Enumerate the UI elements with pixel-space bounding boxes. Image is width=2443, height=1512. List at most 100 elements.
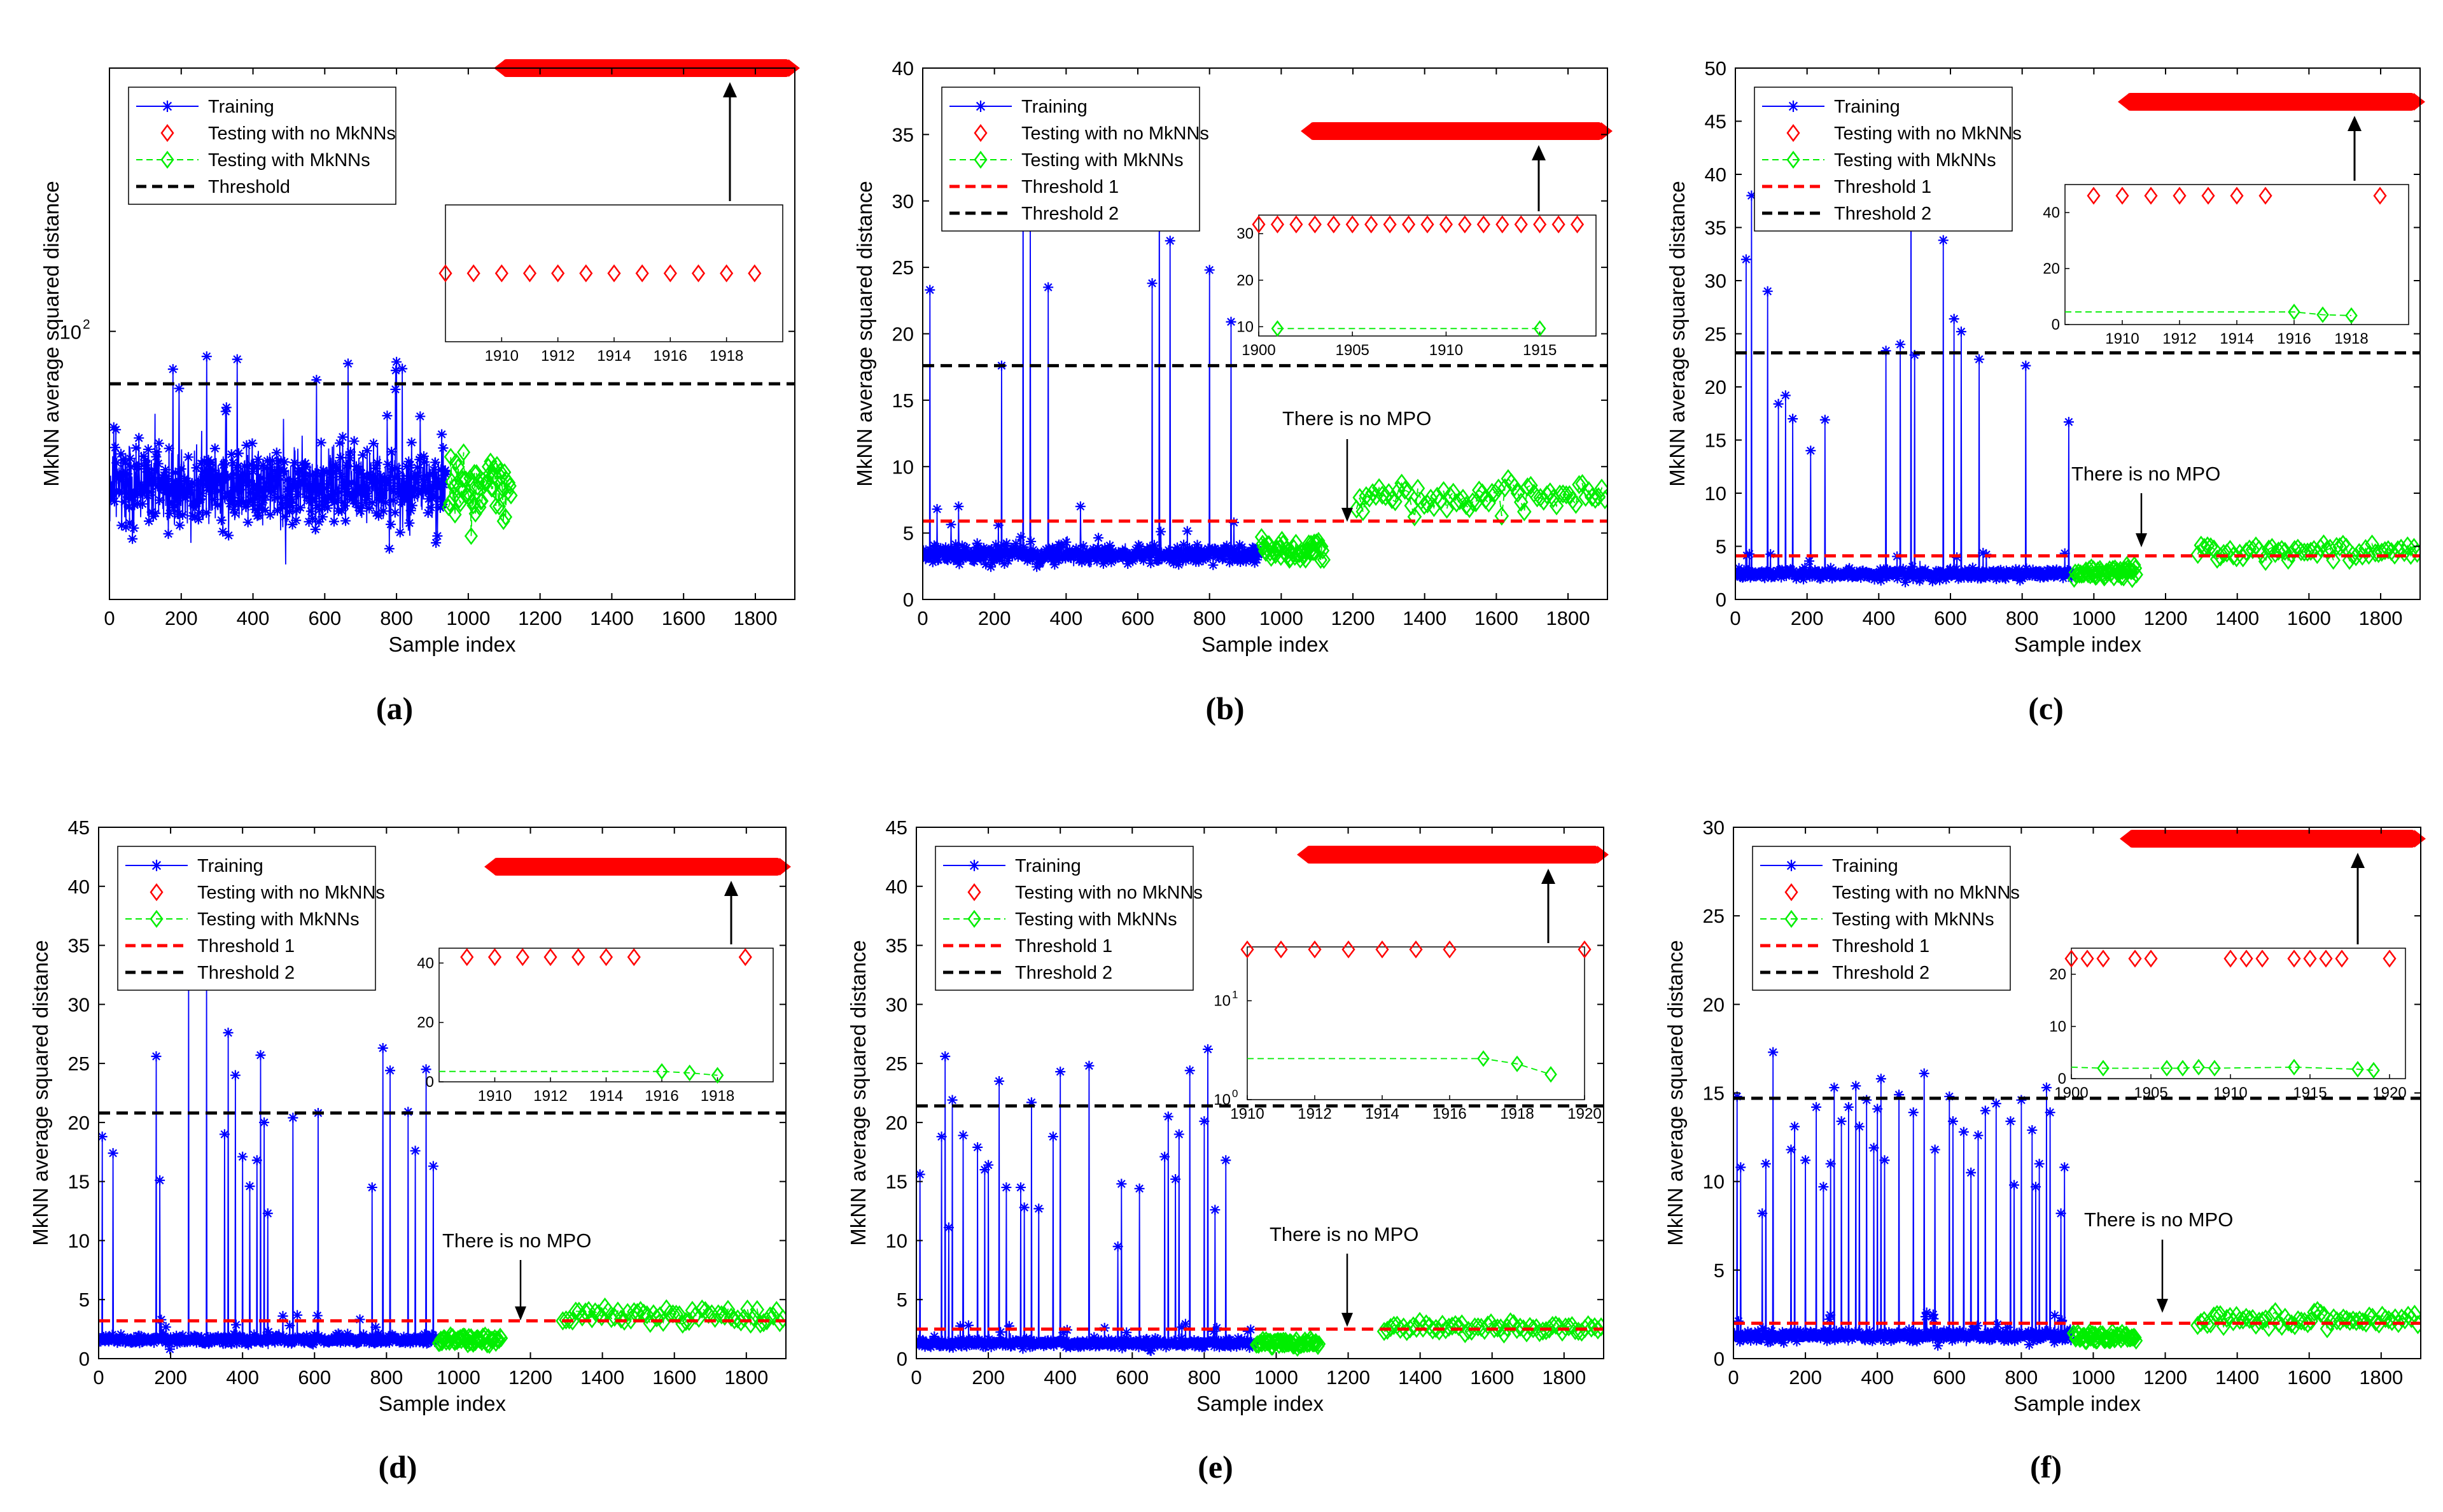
- training-point: [335, 452, 346, 463]
- testing-mknn-point: [1254, 528, 1268, 547]
- training-point: [153, 438, 164, 449]
- training-point: [388, 486, 399, 497]
- inset-red-point: [438, 264, 452, 283]
- inset-red-point: [2383, 949, 2397, 968]
- testing-no-mknn-band: [1310, 122, 1602, 140]
- training-point: [923, 552, 932, 563]
- inset-box: [2071, 948, 2406, 1079]
- x-axis-label: Sample index: [2013, 1392, 2141, 1415]
- training-point: [1928, 1333, 1938, 1344]
- testing-late-point: [620, 1303, 635, 1322]
- training-point: [331, 461, 342, 472]
- training-point: [265, 509, 276, 520]
- training-point: [436, 464, 447, 475]
- legend: Training Testing with no MkNNs Testing wit…: [1752, 846, 2020, 991]
- training-point: [434, 477, 445, 488]
- testing-late-point: [556, 1311, 570, 1331]
- training-point: [339, 500, 350, 511]
- training-point: [952, 545, 963, 556]
- training-point: [162, 101, 173, 112]
- training-point: [312, 480, 323, 491]
- testing-late-point: [1380, 1320, 1395, 1340]
- testing-late-point: [1543, 482, 1558, 502]
- panel-label: (d): [378, 1449, 417, 1485]
- training-point: [1856, 572, 1866, 583]
- training-point: [975, 553, 986, 564]
- training-point: [1947, 1116, 1958, 1127]
- inset-x-tick-label: 1916: [645, 1088, 678, 1105]
- training-point: [405, 459, 416, 470]
- training-point: [1000, 543, 1011, 554]
- training-point: [1804, 556, 1815, 566]
- training-point: [114, 486, 125, 496]
- x-tick-label: 1000: [2071, 1366, 2115, 1389]
- legend: Training Testing with no MkNNs Testing wit…: [1754, 87, 2022, 232]
- no-mpo-arrow-head: [2157, 1299, 2168, 1313]
- testing-mknn-point: [438, 1329, 452, 1348]
- training-point: [428, 489, 438, 500]
- training-point: [1179, 539, 1189, 550]
- inset-arrow-head: [723, 82, 737, 97]
- training-point: [149, 1338, 160, 1348]
- testing-mknn-series: [1261, 536, 1325, 561]
- inset-red-point: [2319, 949, 2333, 968]
- x-axis-label: Sample index: [389, 633, 516, 656]
- training-point: [353, 1337, 364, 1348]
- training-point: [148, 465, 159, 475]
- training-point: [1993, 1326, 2004, 1337]
- training-point: [216, 515, 227, 526]
- training-point: [1189, 1335, 1200, 1346]
- training-point: [367, 1182, 377, 1193]
- training-point: [1089, 1332, 1100, 1343]
- inset-red-point: [1409, 940, 1423, 959]
- training-point: [397, 363, 408, 374]
- inset-red-point: [1401, 215, 1416, 234]
- training-point: [1758, 1323, 1768, 1334]
- training-point: [230, 469, 241, 480]
- training-point: [386, 446, 397, 457]
- training-point: [416, 1333, 427, 1343]
- training-point: [1134, 1183, 1145, 1194]
- x-tick-label: 0: [911, 1366, 921, 1389]
- training-point: [255, 1050, 266, 1061]
- inset-red-point: [494, 264, 508, 283]
- training-point: [134, 433, 144, 444]
- inset-red-point: [1341, 940, 1355, 959]
- training-point: [224, 491, 235, 501]
- inset-red-point: [522, 264, 537, 283]
- training-point: [1892, 573, 1903, 584]
- training-point: [363, 484, 374, 494]
- training-point: [983, 1159, 994, 1170]
- training-point: [271, 447, 282, 458]
- training-point: [237, 476, 248, 487]
- inset-green-point: [2160, 1060, 2173, 1077]
- training-point: [314, 504, 325, 515]
- y-tick-label: 5: [79, 1289, 90, 1311]
- training-point: [353, 502, 364, 513]
- chart-panel-5: 0 200 400 600 800 1000 1200 1400 1600 18000510152…: [846, 816, 1609, 1485]
- training-point: [1760, 573, 1770, 584]
- training-point: [2061, 1333, 2072, 1343]
- no-mpo-annotation: There is no MPO: [1282, 407, 1431, 430]
- training-point: [1920, 564, 1931, 575]
- training-point: [1018, 1343, 1028, 1354]
- training-point: [285, 500, 296, 511]
- training-point: [372, 458, 382, 468]
- training-point: [1112, 1241, 1123, 1252]
- training-point: [181, 476, 192, 487]
- x-tick-label: 1400: [590, 607, 634, 629]
- training-point: [1173, 1129, 1184, 1140]
- training-point: [272, 505, 283, 516]
- inset-red-point: [1443, 940, 1457, 959]
- training-point: [1773, 398, 1784, 409]
- training-point: [1965, 567, 1976, 578]
- training-point: [1182, 526, 1193, 536]
- training-point: [969, 860, 980, 871]
- panel-label: (b): [1205, 690, 1244, 726]
- training-point: [399, 479, 410, 489]
- x-tick-label: 1200: [1326, 1366, 1370, 1389]
- training-point: [297, 475, 307, 486]
- testing-late-point: [2297, 1312, 2312, 1331]
- legend-swatch-marker: [150, 909, 164, 928]
- chart-panel-4: 0 200 400 600 800 1000 1200 1400 1600 18000510152…: [29, 816, 791, 1485]
